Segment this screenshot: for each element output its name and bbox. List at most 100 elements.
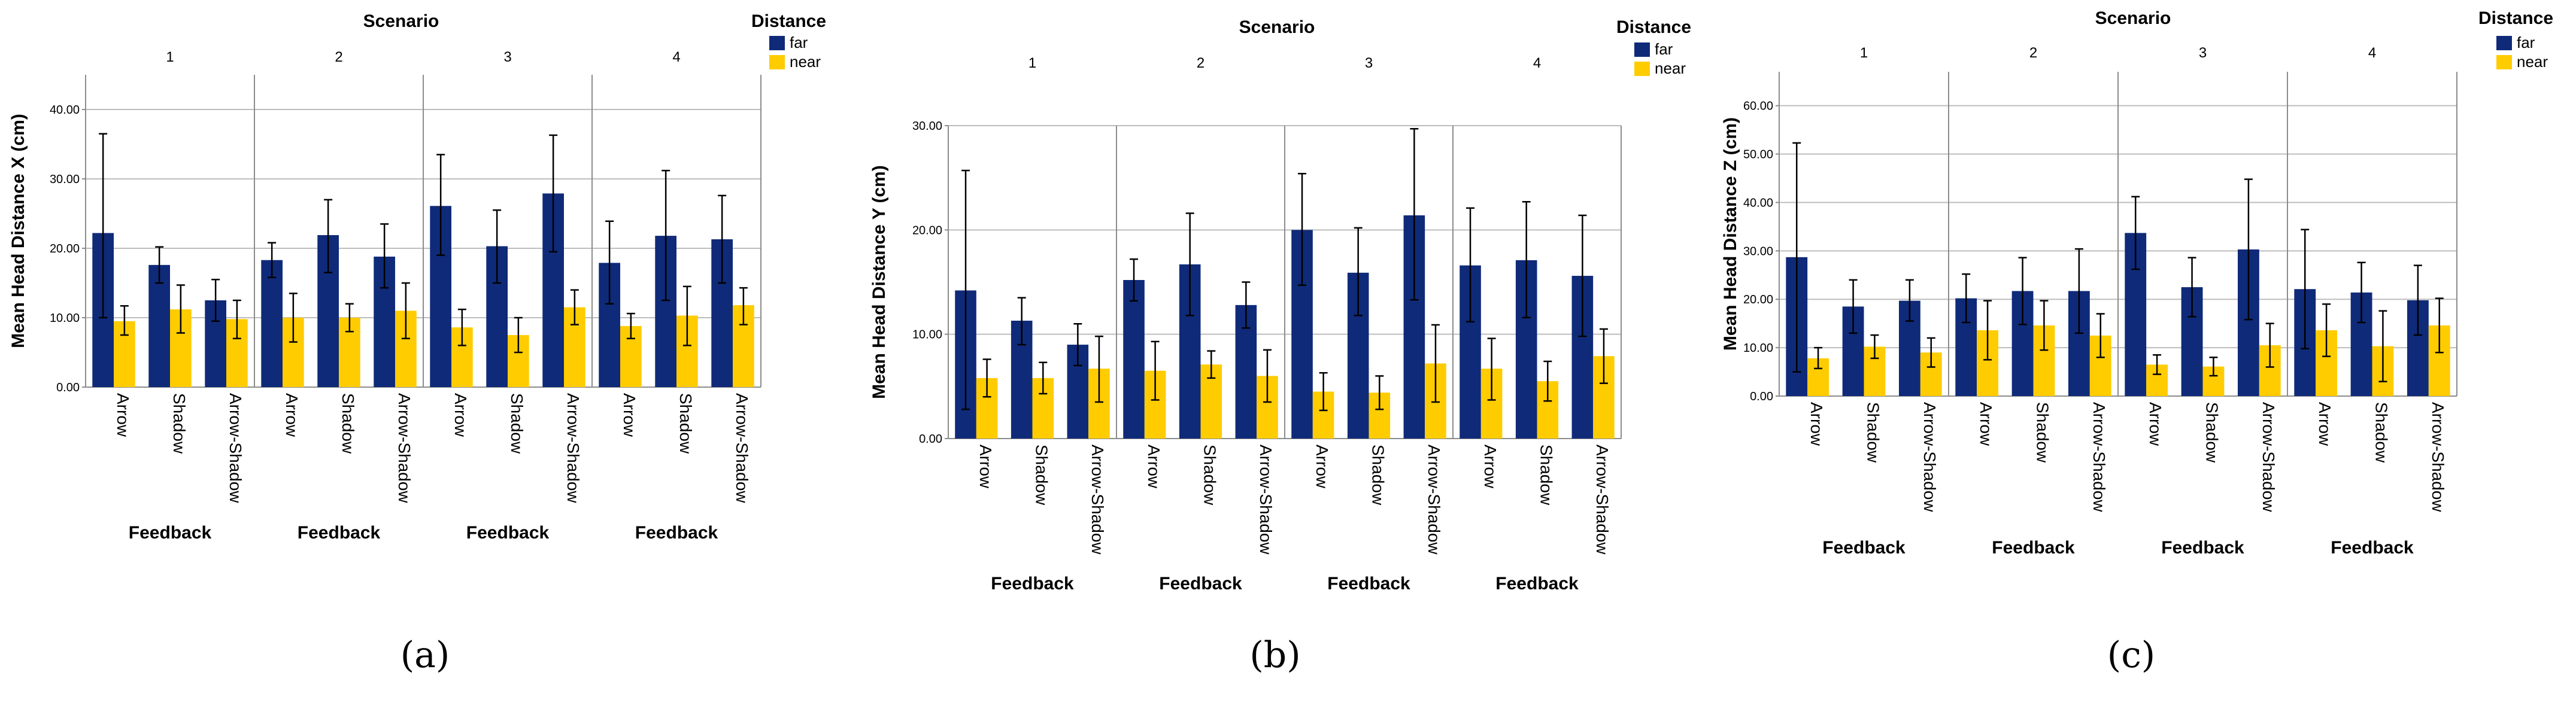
x-tick-label: Arrow-Shadow <box>1257 445 1275 555</box>
x-tick-label: Arrow-Shadow <box>1593 445 1612 555</box>
x-tick-label: Shadow <box>1201 445 1219 506</box>
x-tick-label: Arrow-Shadow <box>2090 402 2108 512</box>
scenario-label: 3 <box>1365 55 1373 71</box>
x-tick-label: Arrow-Shadow <box>1088 445 1107 555</box>
panel-scenario-4: 4 Arrow Shadow Arrow-Shadow Feedback <box>1452 55 1622 594</box>
figure-caption-3: (c) <box>2107 634 2155 676</box>
x-tick-label: Arrow-Shadow <box>395 393 414 503</box>
legend-swatch-far <box>1634 42 1650 57</box>
y-axis-label: Mean Head Distance X (cm) <box>8 114 28 348</box>
legend-label-far: far <box>1655 40 1673 58</box>
chart-title: Scenario <box>363 11 439 31</box>
figure-caption-1: (a) <box>400 634 450 676</box>
panel-scenario-1: 1 Arrow Shadow Arrow-Shadow Feedback <box>85 49 254 543</box>
chart-3: Scenario Distance far near 0.00 10.00 20.00 30.… <box>1721 8 2553 558</box>
x-tick-label: Shadow <box>2372 402 2391 463</box>
legend-label-far: far <box>790 34 808 51</box>
x-tick-label: Shadow <box>1537 445 1556 506</box>
scenario-label: 1 <box>166 49 174 65</box>
x-axis-label: Feedback <box>1159 574 1242 594</box>
scenario-label: 2 <box>1197 55 1204 71</box>
y-tick-label: 10.00 <box>1743 342 1773 355</box>
x-tick-label: Arrow <box>1807 402 1826 446</box>
x-tick-label: Arrow-Shadow <box>1920 402 1939 512</box>
x-tick-label: Shadow <box>676 393 695 454</box>
bar-far-shadow <box>148 264 170 387</box>
y-tick-label: 20.00 <box>50 242 80 255</box>
legend-label-near: near <box>1655 59 1686 77</box>
x-axis-label: Feedback <box>2161 538 2244 558</box>
y-tick-label: 40.00 <box>1743 196 1773 209</box>
x-tick-label: Shadow <box>1369 445 1388 506</box>
x-tick-label: Arrow-Shadow <box>564 393 582 503</box>
x-axis-label: Feedback <box>1495 574 1579 594</box>
x-tick-label: Arrow-Shadow <box>226 393 245 503</box>
x-tick-label: Shadow <box>1033 445 1051 506</box>
x-tick-label: Arrow <box>620 393 639 437</box>
x-tick-label: Arrow <box>283 393 301 437</box>
scenario-label: 1 <box>1860 45 1868 61</box>
panel-scenario-3: 3 Arrow Shadow Arrow-Shadow Feedback <box>1284 55 1453 594</box>
scenario-label: 2 <box>2029 45 2037 61</box>
legend-swatch-near <box>769 55 785 69</box>
x-tick-label: Arrow <box>1481 445 1500 489</box>
legend-title: Distance <box>1616 17 1691 37</box>
x-tick-label: Shadow <box>2034 402 2052 463</box>
legend-label-near: near <box>790 53 821 71</box>
x-tick-label: Arrow-Shadow <box>2429 402 2447 512</box>
panel-scenario-3: 3 Arrow Shadow Arrow-Shadow Feedback <box>423 49 592 543</box>
x-tick-label: Arrow <box>976 445 995 489</box>
panel-scenario-3: 3 Arrow Shadow Arrow-Shadow Feedback <box>2117 45 2287 558</box>
y-tick-label: 40.00 <box>50 104 80 117</box>
panel-scenario-2: 2 Arrow Shadow Arrow-Shadow Feedback <box>1116 55 1285 594</box>
x-tick-label: Arrow-Shadow <box>1425 445 1443 555</box>
chart-title: Scenario <box>1239 17 1315 37</box>
x-tick-label: Arrow <box>451 393 470 437</box>
panel-scenario-1: 1 Arrow Shadow Arrow-Shadow Feedback <box>1779 45 1949 558</box>
y-tick-label: 30.00 <box>912 120 942 133</box>
x-axis-label: Feedback <box>991 574 1074 594</box>
legend-title: Distance <box>751 11 826 31</box>
bar-far-arrow <box>1123 280 1145 439</box>
panel-scenario-1: 1 Arrow Shadow Arrow-Shadow Feedback <box>948 55 1116 594</box>
x-tick-label: Shadow <box>1864 402 1883 463</box>
y-tick-label: 10.00 <box>912 328 942 342</box>
chart-1: Scenario Distance far near 0.00 10.00 20.00 30.… <box>8 11 826 543</box>
panel-scenario-4: 4 Arrow Shadow Arrow-Shadow Feedback <box>591 49 761 543</box>
x-axis-label: Feedback <box>298 523 381 543</box>
x-tick-label: Arrow <box>114 393 132 437</box>
bar-far-arrow <box>261 260 283 387</box>
panel-scenario-4: 4 Arrow Shadow Arrow-Shadow Feedback <box>2287 45 2457 558</box>
y-axis-label: Mean Head Distance Y (cm) <box>869 165 889 399</box>
x-tick-label: Shadow <box>339 393 357 454</box>
y-tick-label: 20.00 <box>1743 293 1773 306</box>
y-tick-label: 10.00 <box>50 312 80 325</box>
x-tick-label: Arrow-Shadow <box>733 393 751 503</box>
x-axis-label: Feedback <box>466 523 550 543</box>
x-axis-label: Feedback <box>635 523 718 543</box>
legend-label-far: far <box>2517 34 2535 51</box>
legend-title: Distance <box>2478 8 2553 28</box>
y-tick-label: 60.00 <box>1743 100 1773 113</box>
y-tick-label: 30.00 <box>50 173 80 186</box>
x-axis-label: Feedback <box>129 523 212 543</box>
x-tick-label: Arrow <box>2316 402 2334 446</box>
x-tick-label: Shadow <box>2203 402 2222 463</box>
figure-caption-2: (b) <box>1249 634 1300 676</box>
panel-scenario-2: 2 Arrow Shadow Arrow-Shadow Feedback <box>1948 45 2118 558</box>
legend-swatch-near <box>2496 55 2512 69</box>
x-axis-label: Feedback <box>1327 574 1410 594</box>
x-tick-label: Arrow <box>1977 402 1995 446</box>
x-axis-label: Feedback <box>1992 538 2075 558</box>
y-tick-label: 0.00 <box>1750 390 1773 403</box>
y-tick-label: 20.00 <box>912 224 942 237</box>
x-tick-label: Shadow <box>508 393 526 454</box>
scenario-label: 3 <box>503 49 511 65</box>
y-axis-label: Mean Head Distance Z (cm) <box>1721 117 1740 351</box>
scenario-label: 2 <box>335 49 342 65</box>
y-tick-label: 50.00 <box>1743 148 1773 162</box>
x-tick-label: Arrow <box>1145 445 1163 489</box>
